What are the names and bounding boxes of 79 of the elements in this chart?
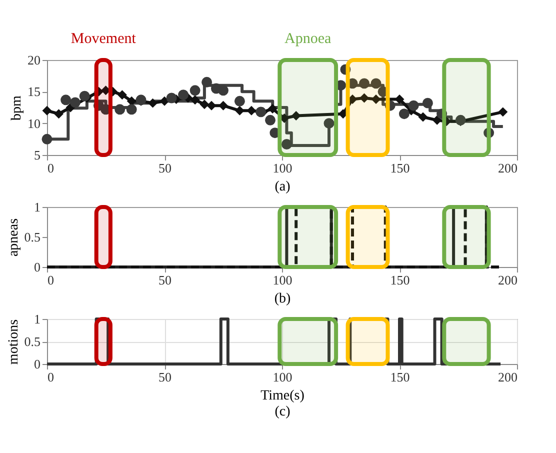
x-tick-label: 100 [272,370,292,384]
point [60,94,72,106]
point [114,104,126,115]
point [291,110,301,120]
point [166,92,177,104]
band-label: Movement [70,31,137,47]
point [359,78,370,89]
x-tick-label: 200 [498,160,518,176]
point [268,104,278,114]
y-tick-label: 0 [34,356,40,372]
x-axis-title: (a) [274,180,291,194]
y-tick-label: 0 [34,260,40,274]
point [340,64,351,75]
point [160,96,170,106]
point [200,100,210,110]
text: (c) [274,404,291,420]
y-tick-label: 1 [34,200,40,214]
x-tick-label: 150 [390,272,410,288]
point [148,98,158,108]
x-tick-label: 150 [390,160,410,176]
x-tick-label: 50 [158,272,172,288]
point [484,128,494,138]
x-tick-label: 0 [48,272,54,288]
x-tick-label: 150 [390,370,410,384]
point [79,90,90,102]
point [432,115,442,125]
point [418,112,428,122]
point [126,96,136,106]
y-tick-label: 0.5 [24,230,40,244]
x-axis-title: (b) [274,292,291,306]
x-tick-label: 50 [158,370,172,384]
point [218,85,228,96]
point [42,134,52,144]
x-tick-label: 100 [272,272,292,288]
point [324,118,334,129]
point [360,93,369,103]
y-tick-label: 1 [34,312,40,326]
point [370,78,382,89]
point [436,108,448,120]
point [178,90,189,100]
y-tick-label: 0.5 [24,334,40,349]
point [408,100,419,111]
x-tick-label: 0 [48,370,54,384]
x-tick-label: 200 [498,272,518,288]
y-axis-title: apneas [6,218,22,257]
point [117,90,127,100]
point [371,94,381,104]
y-tick-label: 5 [34,148,40,162]
x-tick-label: 0 [48,160,54,176]
point [94,86,104,96]
y-axis-title: bpm [10,95,24,120]
point [190,85,200,96]
point [234,96,245,106]
point [202,76,212,88]
y-tick-label: 20 [28,52,40,68]
x-axis-title: Time(s) [260,388,305,404]
point [54,109,64,119]
point [265,114,276,126]
point [126,104,137,115]
point [246,106,256,116]
point [422,98,433,108]
x-tick-label: 100 [272,160,292,176]
point [498,107,508,117]
point [234,106,244,116]
point [398,108,410,120]
x-tick-label: 200 [498,370,518,384]
point [384,100,396,111]
point [218,100,228,110]
y-axis-title: motions [6,319,22,365]
band-label: Apnoea [284,31,332,47]
y-tick-label: 15 [28,84,40,100]
x-tick-label: 50 [158,160,172,176]
point [394,94,404,104]
y-tick-label: 10 [28,116,40,131]
point [206,100,216,110]
point [70,97,80,108]
point [281,139,292,150]
point [190,95,200,105]
point [42,106,52,116]
